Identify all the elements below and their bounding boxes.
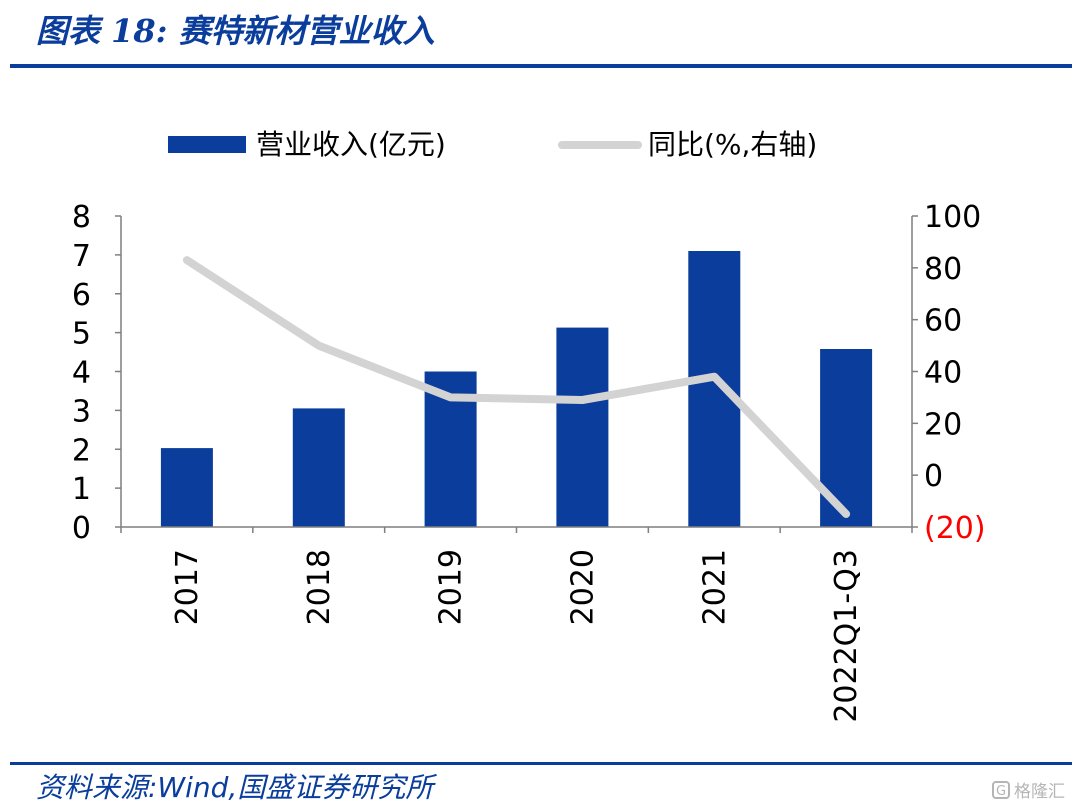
left-tick-label: 6 — [72, 278, 91, 313]
left-tick-label: 5 — [72, 317, 91, 352]
growth-point-2021 — [713, 375, 716, 378]
watermark: G 格隆汇 — [992, 777, 1065, 802]
x-tick-label: 2021 — [697, 549, 732, 625]
x-tick-label: 2020 — [565, 549, 600, 625]
bar-2018 — [292, 408, 345, 527]
growth-point-2019 — [449, 396, 452, 399]
growth-point-2018 — [317, 344, 320, 347]
watermark-text: 格隆汇 — [1014, 782, 1065, 802]
right-tick-label: 40 — [924, 356, 962, 391]
right-tick-label: 60 — [924, 304, 962, 339]
right-tick-label: 100 — [924, 200, 981, 235]
title-divider — [10, 64, 1072, 68]
right-tick-label: 20 — [924, 407, 962, 442]
bar-2017 — [160, 448, 213, 527]
growth-point-2020 — [581, 399, 584, 401]
chart-axes: 0 1 2 34 5 6 7 8 (20) 0 20 40 60 80 100 2017 2018 2019 202… — [72, 200, 986, 723]
growth-point-2017 — [185, 259, 188, 262]
legend-label-revenue: 营业收入(亿元) — [256, 128, 446, 161]
bar-2021 — [688, 251, 741, 527]
left-tick-label: 4 — [72, 356, 91, 391]
right-tick-label: (20) — [924, 511, 986, 546]
growth-point-2022Q1-Q3 — [845, 513, 848, 515]
left-tick-label: 7 — [72, 239, 91, 274]
footer-divider — [10, 762, 1072, 765]
chart-legend: 营业收入(亿元) 同比(%,右轴) — [168, 128, 817, 161]
figure-title: 图表 18: 赛特新材营业收入 — [36, 12, 435, 50]
left-tick-label: 2 — [72, 433, 91, 468]
x-tick-label: 2018 — [302, 549, 337, 625]
line-series — [182, 256, 851, 518]
right-tick-label: 0 — [924, 459, 943, 494]
chart: 营业收入(亿元) 同比(%,右轴) 0 1 2 34 5 6 7 8 (20) 0 20 40 60 80… — [72, 128, 986, 723]
watermark-logo-icon: G — [992, 780, 1010, 799]
left-tick-label: 3 — [72, 394, 91, 429]
growth-line — [182, 256, 851, 518]
left-tick-label: 1 — [72, 472, 91, 507]
x-tick-label: 2022Q1-Q3 — [829, 549, 864, 723]
left-tick-label: 8 — [72, 200, 91, 235]
source-note: 资料来源:Wind,国盛证券研究所 — [36, 771, 434, 804]
bar-2020 — [556, 327, 609, 527]
x-tick-label: 2017 — [170, 549, 205, 625]
legend-label-growth: 同比(%,右轴) — [648, 128, 817, 161]
legend-swatch-revenue — [168, 136, 246, 153]
left-tick-label: 0 — [72, 511, 91, 546]
right-tick-label: 80 — [924, 252, 962, 287]
x-tick-label: 2019 — [434, 549, 469, 625]
bar-series — [160, 251, 873, 527]
